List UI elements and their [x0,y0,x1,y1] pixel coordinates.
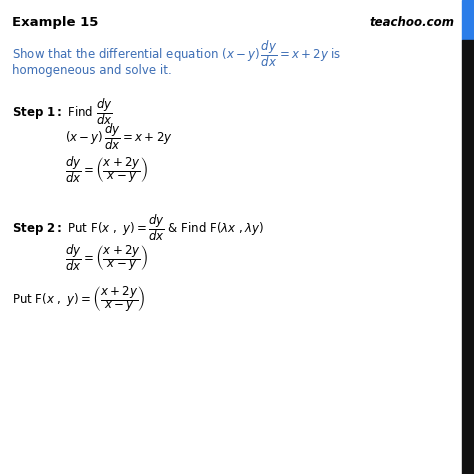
Text: $\dfrac{dy}{dx} = \left(\dfrac{x + 2y}{x - y}\right)$: $\dfrac{dy}{dx} = \left(\dfrac{x + 2y}{x… [65,154,148,185]
Text: homogeneous and solve it.: homogeneous and solve it. [12,64,172,77]
Text: Put F$(x\ ,\ y) = \left(\dfrac{x + 2y}{x - y}\right)$: Put F$(x\ ,\ y) = \left(\dfrac{x + 2y}{x… [12,284,146,314]
Text: Show that the differential equation $(x - y)\,\dfrac{dy}{dx} = x + 2y$ is: Show that the differential equation $(x … [12,38,341,69]
Text: teachoo.com: teachoo.com [370,16,455,29]
Text: $(x - y)\,\dfrac{dy}{dx} = x + 2y$: $(x - y)\,\dfrac{dy}{dx} = x + 2y$ [65,121,173,152]
Text: $\dfrac{dy}{dx} = \left(\dfrac{x + 2y}{x - y}\right)$: $\dfrac{dy}{dx} = \left(\dfrac{x + 2y}{x… [65,242,148,273]
Text: $\mathbf{Step\ 1:}$ Find $\dfrac{dy}{dx}$: $\mathbf{Step\ 1:}$ Find $\dfrac{dy}{dx}… [12,96,113,127]
Text: Example 15: Example 15 [12,16,99,29]
Bar [462,40,474,474]
Bar [462,0,474,40]
Text: $\mathbf{Step\ 2:}$ Put F$(x\ ,\ y) = \dfrac{dy}{dx}$ & Find F$(\lambda x\ ,\lam: $\mathbf{Step\ 2:}$ Put F$(x\ ,\ y) = \d… [12,212,264,243]
